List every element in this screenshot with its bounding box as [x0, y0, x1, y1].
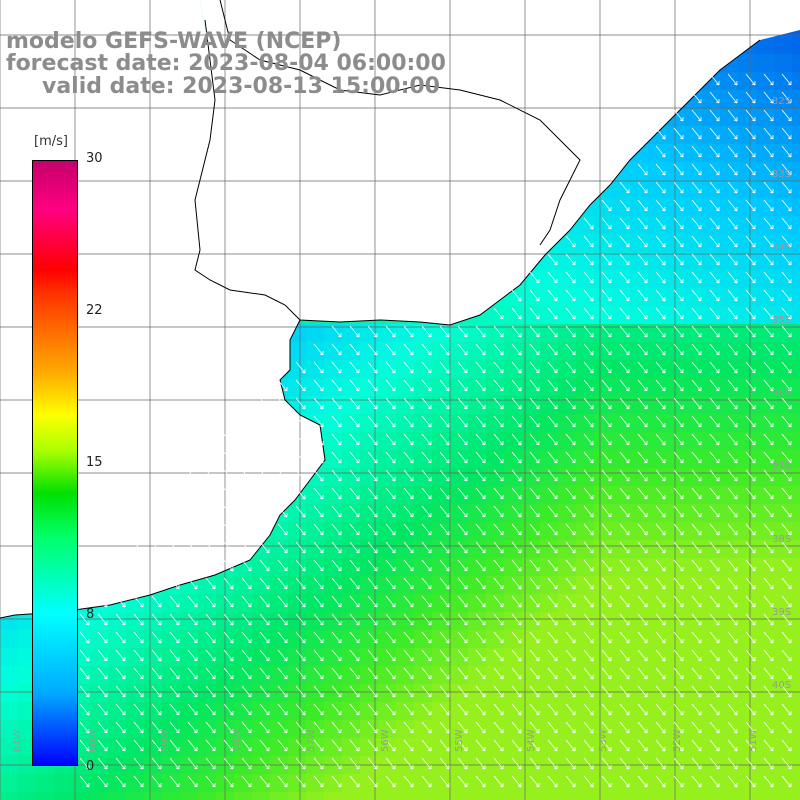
lat-label: 36S — [772, 388, 792, 399]
lon-label: 57W — [306, 729, 317, 752]
land-area-south — [0, 0, 325, 618]
lon-label: 55W — [454, 729, 465, 752]
lat-label: 32S — [772, 96, 792, 107]
wind-vectors — [79, 73, 792, 788]
colorbar-tick-0: 0 — [86, 759, 95, 774]
lon-label: 58W — [232, 729, 243, 752]
colorbar-tick-8: 8 — [86, 607, 95, 622]
lat-label: 37S — [772, 461, 792, 472]
lon-label: 51W — [748, 729, 759, 752]
lon-label: 53W — [598, 729, 609, 752]
colorbar-tick-22: 22 — [86, 303, 103, 318]
colorbar — [32, 160, 78, 766]
model-title: modelo GEFS-WAVE (NCEP) — [6, 29, 342, 54]
lon-label: 56W — [380, 729, 391, 752]
lon-label: 61W — [12, 729, 23, 752]
lon-label: 59W — [160, 729, 171, 752]
lon-label: 60W — [88, 729, 99, 752]
lat-label: 40S — [772, 680, 792, 691]
colorbar-unit: [m/s] — [34, 134, 68, 149]
lat-label: 35S — [772, 315, 792, 326]
forecast-date: forecast date: 2023-08-04 06:00:00 — [6, 51, 446, 76]
lat-label: 38S — [772, 534, 792, 545]
colorbar-tick-15: 15 — [86, 455, 103, 470]
lon-label: 52W — [672, 729, 683, 752]
lon-label: 54W — [526, 729, 537, 752]
colorbar-tick-30: 30 — [86, 151, 103, 166]
lat-label: 33S — [772, 169, 792, 180]
lat-label: 39S — [772, 607, 792, 618]
valid-date: valid date: 2023-08-13 15:00:00 — [42, 74, 440, 99]
lat-label: 34S — [772, 242, 792, 253]
